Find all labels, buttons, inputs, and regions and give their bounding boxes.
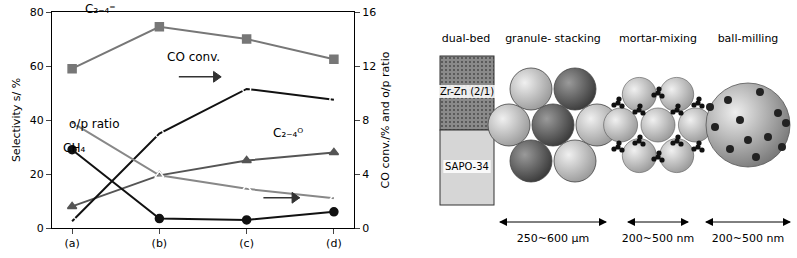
- svg-text:SAPO-34: SAPO-34: [445, 161, 489, 172]
- svg-text:CO conv./% and o/p ratio: CO conv./% and o/p ratio: [379, 51, 392, 188]
- svg-text:60: 60: [30, 60, 44, 73]
- svg-text:40: 40: [30, 114, 44, 127]
- svg-text:granule- stacking: granule- stacking: [505, 32, 601, 45]
- svg-text:(a): (a): [64, 237, 79, 250]
- svg-text:250~600 μm: 250~600 μm: [517, 232, 589, 245]
- svg-text:80: 80: [30, 6, 44, 19]
- svg-text:(b): (b): [152, 237, 168, 250]
- svg-text:0: 0: [362, 222, 369, 235]
- svg-text:CH₄: CH₄: [63, 141, 85, 155]
- svg-text:C₂₋₄ᴼ: C₂₋₄ᴼ: [273, 126, 303, 140]
- svg-text:ball-milling: ball-milling: [718, 32, 779, 45]
- svg-text:8: 8: [362, 114, 369, 127]
- svg-text:20: 20: [30, 168, 44, 181]
- svg-text:200~500 nm: 200~500 nm: [712, 232, 784, 245]
- svg-text:dual-bed: dual-bed: [442, 32, 490, 45]
- svg-text:CO conv.: CO conv.: [167, 50, 220, 64]
- svg-text:12: 12: [362, 60, 376, 73]
- svg-text:4: 4: [362, 168, 369, 181]
- svg-text:200~500 nm: 200~500 nm: [622, 232, 694, 245]
- svg-text:C₂₋₄⁼: C₂₋₄⁼: [85, 2, 116, 16]
- svg-text:mortar-mixing: mortar-mixing: [619, 32, 697, 45]
- svg-text:(d): (d): [326, 237, 342, 250]
- svg-text:Selectivity s/ %: Selectivity s/ %: [10, 78, 23, 162]
- svg-text:0: 0: [37, 222, 44, 235]
- svg-text:o/p ratio: o/p ratio: [69, 117, 119, 131]
- svg-text:16: 16: [362, 6, 376, 19]
- svg-text:(c): (c): [239, 237, 254, 250]
- svg-text:Zr-Zn (2/1): Zr-Zn (2/1): [440, 86, 494, 97]
